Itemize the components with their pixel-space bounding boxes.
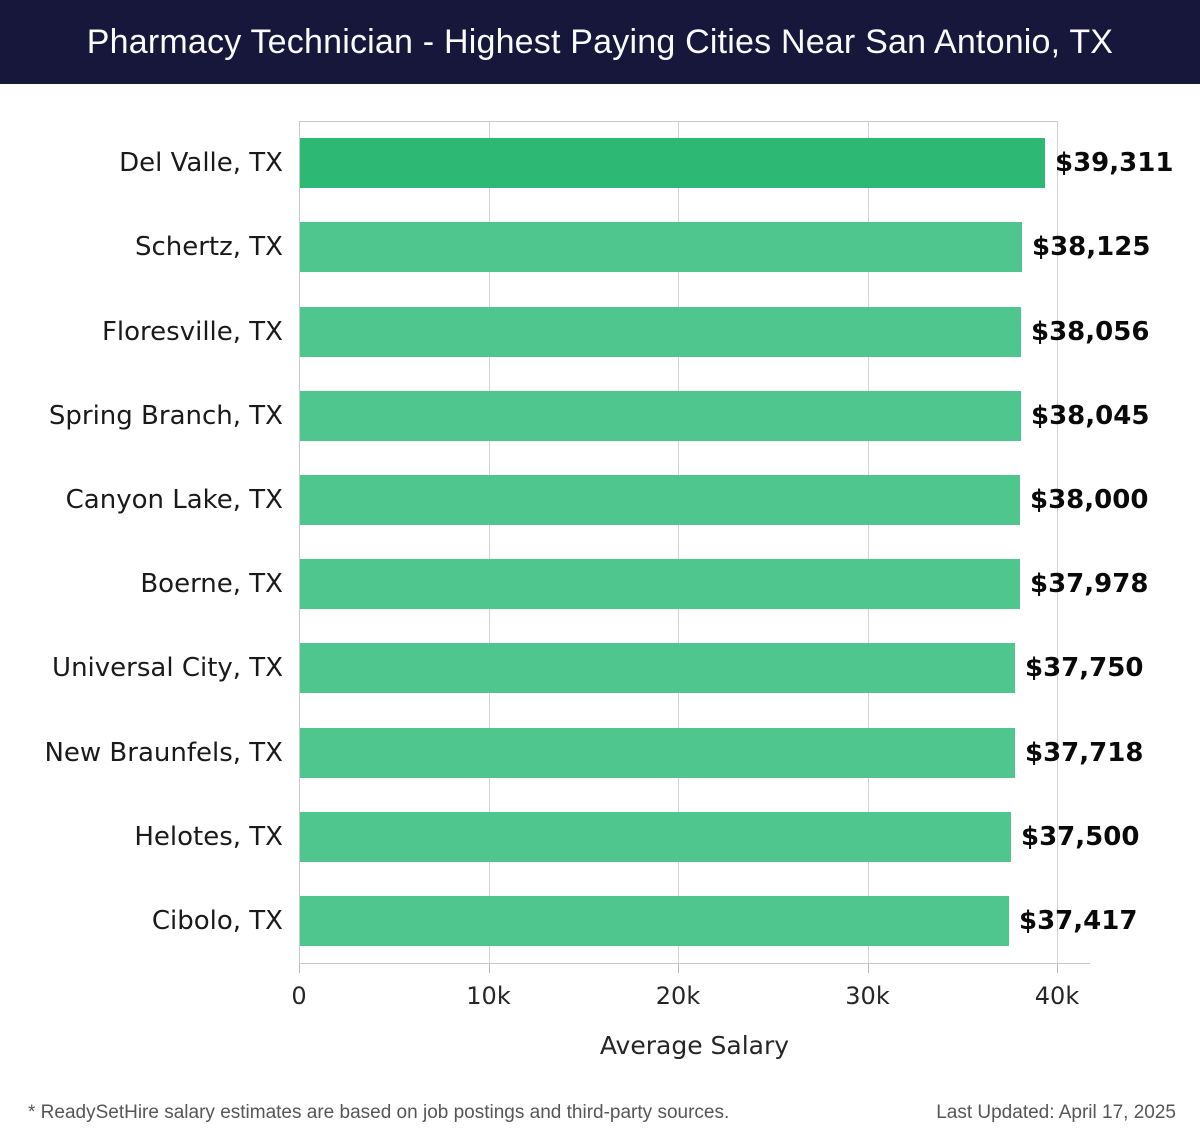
x-tick-label: 40k bbox=[1034, 982, 1080, 1010]
bar bbox=[300, 222, 1022, 272]
x-tickmark bbox=[678, 964, 679, 973]
title-bar: Pharmacy Technician - Highest Paying Cit… bbox=[0, 0, 1200, 84]
category-label: Del Valle, TX bbox=[119, 148, 283, 178]
bar bbox=[300, 643, 1015, 693]
category-label: Schertz, TX bbox=[134, 232, 283, 262]
y-axis-line bbox=[299, 121, 300, 963]
value-label: $37,500 bbox=[1021, 822, 1140, 852]
gridline-30000 bbox=[867, 121, 869, 963]
x-axis-line bbox=[299, 963, 1090, 964]
bar bbox=[300, 138, 1045, 188]
value-label: $37,417 bbox=[1019, 906, 1138, 936]
category-label: Cibolo, TX bbox=[151, 906, 283, 936]
bar bbox=[300, 812, 1011, 862]
gridline-10000 bbox=[488, 121, 490, 963]
x-tick-label: 10k bbox=[466, 982, 511, 1010]
bar bbox=[300, 307, 1021, 357]
category-label: Spring Branch, TX bbox=[48, 401, 283, 431]
category-label: Floresville, TX bbox=[101, 317, 283, 347]
category-label: New Braunfels, TX bbox=[44, 738, 283, 768]
gridline-40000 bbox=[1057, 121, 1058, 963]
x-tick-label: 30k bbox=[845, 982, 890, 1010]
value-label: $37,750 bbox=[1025, 653, 1144, 683]
x-tickmark bbox=[1057, 964, 1058, 973]
footer: * ReadySetHire salary estimates are base… bbox=[0, 1095, 1200, 1131]
value-label: $38,056 bbox=[1031, 317, 1150, 347]
x-tick-label: 20k bbox=[655, 982, 701, 1010]
bar bbox=[300, 896, 1009, 946]
source-note: * ReadySetHire salary estimates are base… bbox=[28, 1102, 730, 1123]
x-axis-title: Average Salary bbox=[599, 1031, 790, 1060]
value-label: $38,000 bbox=[1030, 485, 1149, 515]
page-title: Pharmacy Technician - Highest Paying Cit… bbox=[86, 22, 1114, 61]
value-label: $39,311 bbox=[1055, 148, 1174, 178]
bar bbox=[300, 559, 1020, 609]
value-label: $37,978 bbox=[1030, 569, 1149, 599]
category-label: Universal City, TX bbox=[52, 653, 283, 683]
bar-chart: Del Valle, TX $39,311 Schertz, TX $38,125 Fl… bbox=[44, 121, 1174, 1060]
gridline-20000 bbox=[678, 121, 679, 963]
bar bbox=[300, 391, 1021, 441]
category-label: Canyon Lake, TX bbox=[65, 485, 283, 515]
bar bbox=[300, 728, 1015, 778]
category-label: Boerne, TX bbox=[140, 569, 283, 599]
plot-top-border bbox=[299, 121, 1057, 122]
x-tickmark bbox=[488, 964, 490, 973]
value-label: $38,125 bbox=[1032, 232, 1151, 262]
x-tickmark bbox=[867, 964, 869, 973]
last-updated: Last Updated: April 17, 2025 bbox=[936, 1102, 1176, 1123]
category-label: Helotes, TX bbox=[134, 822, 283, 852]
value-label: $38,045 bbox=[1031, 401, 1150, 431]
bar bbox=[300, 475, 1020, 525]
value-label: $37,718 bbox=[1025, 738, 1144, 768]
x-tick-label: 0 bbox=[291, 982, 307, 1010]
x-tickmark bbox=[299, 964, 300, 973]
